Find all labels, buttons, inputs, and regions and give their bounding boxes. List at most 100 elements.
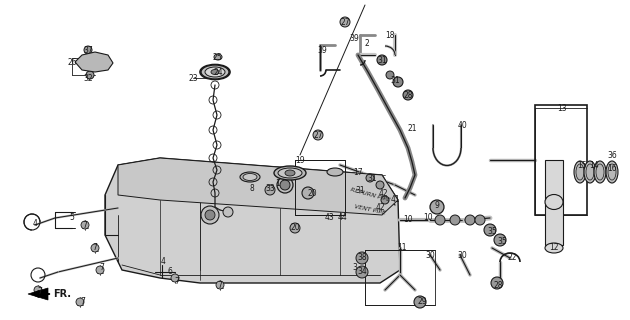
Text: 19: 19 [295,156,305,164]
Circle shape [484,224,496,236]
Circle shape [84,46,92,54]
Text: 20: 20 [290,223,300,233]
Circle shape [96,266,104,274]
Circle shape [302,187,314,199]
Text: 39: 39 [317,45,327,54]
Circle shape [340,17,350,27]
Text: 26: 26 [67,58,77,67]
Ellipse shape [211,69,219,75]
Circle shape [414,296,426,308]
Text: 22: 22 [507,253,517,262]
Text: 42: 42 [378,188,388,197]
Text: 27: 27 [340,18,350,27]
Circle shape [223,207,233,217]
Text: 39: 39 [349,34,359,43]
Text: 27: 27 [313,131,323,140]
Text: 15: 15 [577,161,587,170]
Circle shape [201,206,219,224]
Text: 42: 42 [375,203,385,212]
Text: 30: 30 [457,251,467,260]
Circle shape [205,210,215,220]
Text: 35: 35 [487,228,497,236]
Text: VENT PIPE: VENT PIPE [354,204,386,216]
Ellipse shape [594,161,606,183]
Text: 10: 10 [423,213,433,222]
Text: 31: 31 [377,55,387,65]
Circle shape [381,196,389,204]
Circle shape [491,277,503,289]
Text: 20: 20 [307,188,317,197]
Bar [365,250,435,305]
Polygon shape [105,158,400,283]
Circle shape [376,181,384,189]
Circle shape [216,281,224,289]
Ellipse shape [574,161,586,183]
Text: 37: 37 [83,45,93,54]
Text: 7: 7 [93,244,98,252]
Text: 10: 10 [403,215,413,225]
Text: 7: 7 [100,263,105,273]
Polygon shape [28,288,48,300]
Bar [545,160,563,245]
Text: 7: 7 [217,281,222,290]
Circle shape [465,215,475,225]
Circle shape [430,200,444,214]
Text: 7: 7 [38,287,42,297]
Circle shape [393,77,403,87]
Text: 33: 33 [265,183,275,193]
Circle shape [313,130,323,140]
Text: 36: 36 [607,150,617,159]
Circle shape [81,221,89,229]
Text: 34: 34 [357,268,367,276]
Text: 12: 12 [549,244,559,252]
Text: 7: 7 [83,220,88,229]
Circle shape [475,215,485,225]
Text: 7: 7 [175,277,180,286]
Text: 40: 40 [458,121,468,130]
Ellipse shape [606,161,618,183]
Circle shape [265,185,275,195]
Circle shape [366,174,374,182]
Text: RETURN PIPE: RETURN PIPE [350,187,391,203]
Text: 7: 7 [81,298,86,307]
Text: 44: 44 [338,213,348,222]
Ellipse shape [545,195,563,210]
Text: 31: 31 [355,186,365,195]
Polygon shape [75,52,113,72]
Text: 1: 1 [275,179,280,188]
Circle shape [171,274,179,282]
Circle shape [34,286,42,294]
Text: 21: 21 [407,124,417,132]
Circle shape [494,234,506,246]
Text: 23: 23 [188,74,198,83]
Circle shape [450,215,460,225]
Circle shape [377,55,387,65]
Circle shape [277,177,293,193]
Ellipse shape [205,67,225,77]
Ellipse shape [285,170,295,176]
Text: 17: 17 [353,167,363,177]
Ellipse shape [240,172,260,182]
Text: 30: 30 [425,251,435,260]
Circle shape [356,252,368,264]
Circle shape [280,180,290,190]
Text: 14: 14 [589,161,598,170]
Circle shape [76,298,84,306]
Text: 24: 24 [213,68,223,76]
Ellipse shape [201,65,229,79]
Text: 31: 31 [367,173,377,182]
Ellipse shape [243,173,257,180]
Text: 4: 4 [33,219,37,228]
Ellipse shape [214,54,222,60]
Bar [535,105,587,215]
Text: 9: 9 [435,201,440,210]
Text: 35: 35 [497,237,507,246]
Text: FR.: FR. [53,289,71,299]
Ellipse shape [545,243,563,253]
Ellipse shape [274,166,306,180]
Circle shape [91,244,99,252]
Text: 4: 4 [161,257,166,266]
Text: 6: 6 [168,268,173,276]
Text: 13: 13 [557,103,567,113]
Text: 28: 28 [403,91,413,100]
